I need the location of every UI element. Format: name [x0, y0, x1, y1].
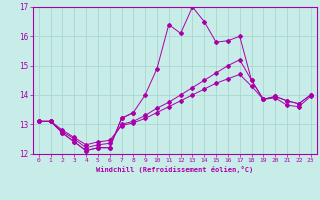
X-axis label: Windchill (Refroidissement éolien,°C): Windchill (Refroidissement éolien,°C) — [96, 166, 253, 173]
